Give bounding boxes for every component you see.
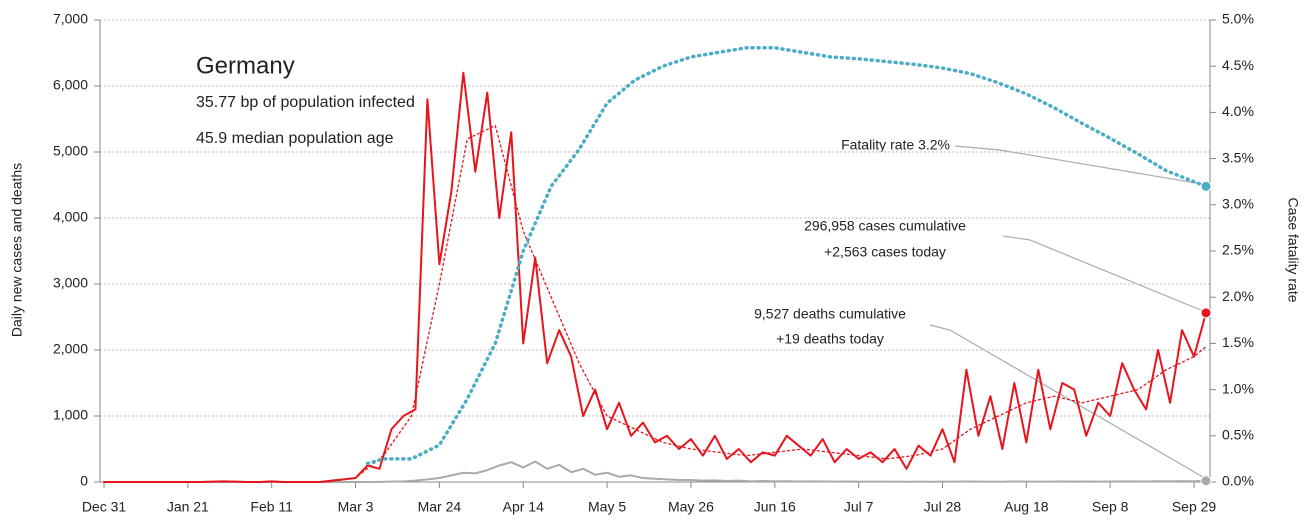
- series-line: [102, 460, 1208, 483]
- y2-axis-label: Case fatality rate: [1285, 197, 1301, 302]
- y-axis-label: Daily new cases and deaths: [9, 163, 25, 337]
- x-tick-label: Mar 24: [418, 499, 462, 515]
- annotation: 296,958 cases cumulative: [804, 218, 966, 234]
- x-tick-label: May 26: [668, 499, 714, 515]
- y2-tick-label: 1.0%: [1222, 380, 1254, 396]
- x-tick-label: May 5: [588, 499, 626, 515]
- series-line: [102, 71, 1208, 483]
- x-tick-label: Feb 11: [250, 499, 293, 515]
- x-tick-label: Aug 18: [1004, 499, 1049, 515]
- x-tick-label: Sep 29: [1172, 499, 1217, 515]
- chart-title: Germany: [196, 52, 295, 79]
- y2-tick-label: 1.5%: [1222, 334, 1254, 350]
- leader-line: [929, 324, 1209, 481]
- y-tick-label: 4,000: [53, 209, 88, 225]
- y2-tick-label: 0.5%: [1222, 427, 1254, 443]
- y2-tick-label: 4.5%: [1222, 57, 1254, 73]
- series-line: [103, 124, 1207, 483]
- y-tick-label: 6,000: [53, 77, 88, 93]
- y-tick-label: 3,000: [53, 275, 88, 291]
- y2-tick-label: 0.0%: [1222, 473, 1254, 489]
- annotation: 9,527 deaths cumulative: [754, 306, 906, 322]
- annotation: +2,563 cases today: [824, 244, 946, 260]
- y2-tick-label: 2.0%: [1222, 288, 1254, 304]
- y2-tick-label: 4.0%: [1222, 103, 1254, 119]
- x-tick-label: Sep 8: [1092, 499, 1129, 515]
- end-marker: [1200, 307, 1212, 319]
- annotation: +19 deaths today: [776, 331, 884, 347]
- series-line: [365, 45, 1208, 466]
- subtitle: 35.77 bp of population infected: [196, 94, 415, 111]
- leader-line: [1002, 235, 1209, 314]
- y-tick-label: 5,000: [53, 143, 88, 159]
- x-tick-label: Jul 28: [924, 499, 962, 515]
- annotation: Fatality rate 3.2%: [841, 137, 950, 153]
- x-tick-label: Apr 14: [503, 499, 544, 515]
- x-tick-label: Mar 3: [338, 499, 374, 515]
- x-tick-label: Dec 31: [82, 499, 127, 515]
- end-marker: [1200, 475, 1212, 487]
- y2-tick-label: 5.0%: [1222, 11, 1254, 27]
- x-tick-label: Jun 16: [754, 499, 796, 515]
- subtitle: 45.9 median population age: [196, 130, 394, 147]
- y-tick-label: 0: [80, 473, 88, 489]
- end-marker: [1200, 180, 1212, 192]
- y2-tick-label: 2.5%: [1222, 242, 1254, 258]
- x-tick-label: Jul 7: [844, 499, 874, 515]
- y-tick-label: 1,000: [53, 407, 88, 423]
- y-tick-label: 7,000: [53, 11, 88, 27]
- y2-tick-label: 3.5%: [1222, 149, 1254, 165]
- y-tick-label: 2,000: [53, 341, 88, 357]
- y2-tick-label: 3.0%: [1222, 196, 1254, 212]
- x-tick-label: Jan 21: [167, 499, 209, 515]
- leader-line: [954, 145, 1209, 186]
